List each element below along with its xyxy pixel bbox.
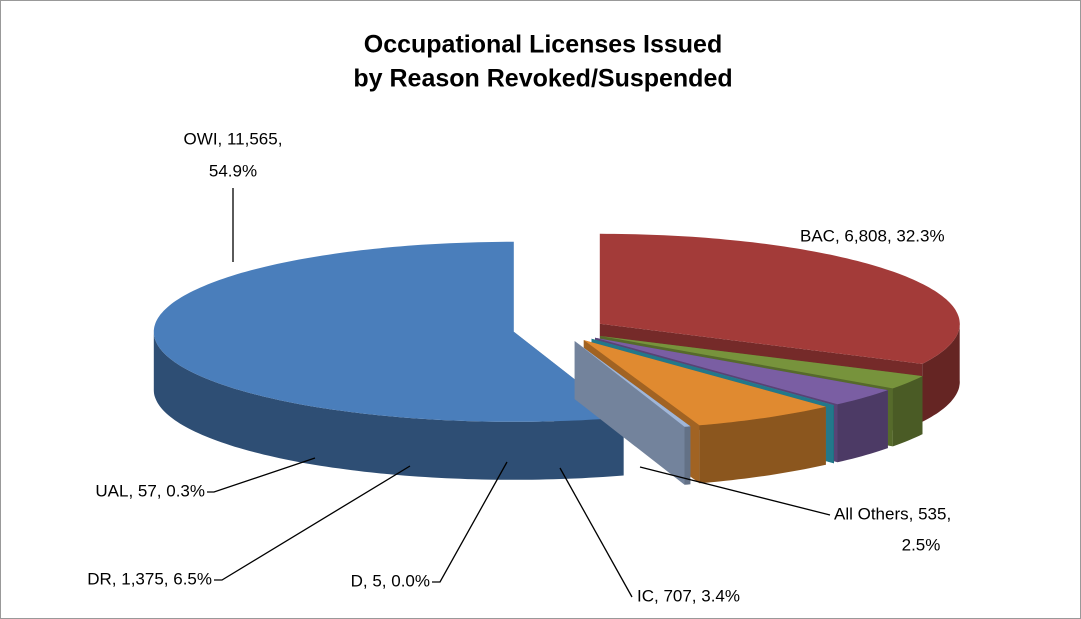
data-label: BAC, 6,808, 32.3% xyxy=(800,226,945,245)
data-label: OWI, 11,565, xyxy=(184,129,283,148)
slice-side xyxy=(837,390,888,463)
labels: BAC, 6,808, 32.3% All Others, 535, 2.5% IC,… xyxy=(87,129,951,605)
slice xyxy=(600,336,923,389)
slice xyxy=(599,233,960,364)
data-label: UAL, 57, 0.3% xyxy=(95,481,205,500)
leader-line xyxy=(432,461,508,583)
leader-line xyxy=(207,457,316,493)
leader-line xyxy=(639,466,831,516)
chart-title: Occupational Licenses Issued xyxy=(364,31,722,59)
slice xyxy=(153,241,624,480)
slice-side xyxy=(892,376,923,447)
chart-title: by Reason Revoked/Suspended xyxy=(353,65,732,93)
data-label: DR, 1,375, 6.5% xyxy=(87,569,212,588)
slice xyxy=(591,338,834,406)
slice-side xyxy=(574,341,685,485)
pie xyxy=(153,233,960,485)
leader-line xyxy=(559,467,633,598)
slice xyxy=(583,340,826,426)
slice-side xyxy=(922,322,960,422)
data-label: IC, 707, 3.4% xyxy=(637,586,740,605)
data-label: All Others, 535, xyxy=(834,504,951,523)
slice xyxy=(574,341,691,485)
leader-line xyxy=(214,465,411,581)
slice-side xyxy=(684,426,691,485)
slice xyxy=(153,241,624,422)
slice-side xyxy=(699,406,826,484)
data-label: D, 5, 0.0% xyxy=(351,571,430,590)
slice xyxy=(595,337,888,405)
slice xyxy=(574,341,691,427)
data-label: 54.9% xyxy=(209,161,257,180)
slice-side xyxy=(153,330,624,480)
data-label: 2.5% xyxy=(902,535,941,554)
